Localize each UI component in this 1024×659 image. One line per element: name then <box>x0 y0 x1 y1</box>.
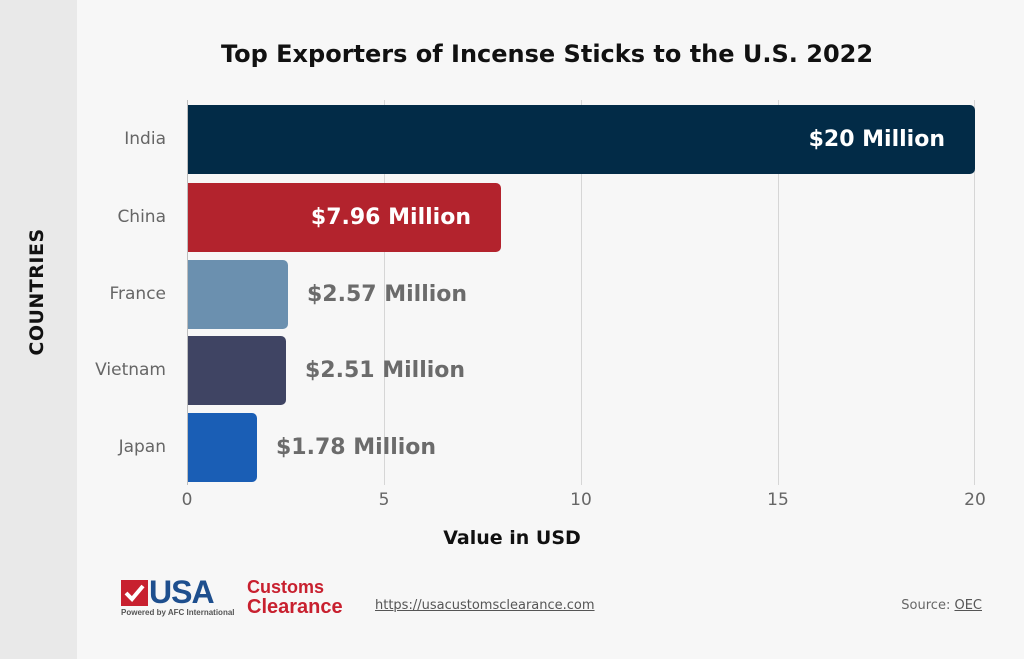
bar-value-label: $7.96 Million <box>310 205 471 230</box>
logo-clearance-text: Clearance <box>247 596 343 618</box>
y-axis-label: COUNTRIES <box>26 228 48 356</box>
website-link[interactable]: https://usacustomsclearance.com <box>375 598 595 613</box>
bar-china: $7.96 Million <box>187 183 501 252</box>
logo-customs-text: Customs <box>247 577 325 597</box>
chart-title: Top Exporters of Incense Sticks to the U… <box>220 40 874 68</box>
checkmark-icon <box>121 580 148 606</box>
source-note: Source: OEC <box>901 598 982 613</box>
category-label-china: China <box>117 207 166 227</box>
logo-usa-text: USA <box>149 574 215 610</box>
x-axis-label: Value in USD <box>443 527 581 549</box>
x-tick-0: 0 <box>181 490 193 510</box>
category-label-india: India <box>124 129 166 149</box>
plot-area: $20 Million $7.96 Million $2.57 Million … <box>187 100 975 485</box>
source-link-oec[interactable]: OEC <box>954 598 982 613</box>
category-label-japan: Japan <box>118 437 166 457</box>
x-tick-15: 15 <box>767 490 789 510</box>
bar-value-label: $2.51 Million <box>305 358 466 383</box>
bar-india: $20 Million <box>187 105 975 174</box>
bar-japan <box>187 413 257 482</box>
category-label-france: France <box>109 284 166 304</box>
bar-value-label: $20 Million <box>808 127 945 152</box>
gridline-15 <box>778 100 779 485</box>
source-prefix: Source: <box>901 598 955 613</box>
bar-vietnam <box>187 336 286 405</box>
category-label-vietnam: Vietnam <box>95 360 166 380</box>
usa-customs-clearance-logo: USA Customs Clearance Powered by AFC Int… <box>121 574 346 620</box>
y-axis-line <box>187 100 188 485</box>
gridline-5 <box>384 100 385 485</box>
bar-value-label: $2.57 Million <box>307 282 468 307</box>
gridline-20 <box>974 100 975 485</box>
bar-value-label: $1.78 Million <box>276 435 437 460</box>
x-tick-20: 20 <box>964 490 986 510</box>
gridline-10 <box>581 100 582 485</box>
x-tick-10: 10 <box>570 490 592 510</box>
x-tick-5: 5 <box>378 490 390 510</box>
left-strip <box>0 0 77 659</box>
logo-powered-by: Powered by AFC International <box>121 608 235 617</box>
bar-france <box>187 260 288 329</box>
